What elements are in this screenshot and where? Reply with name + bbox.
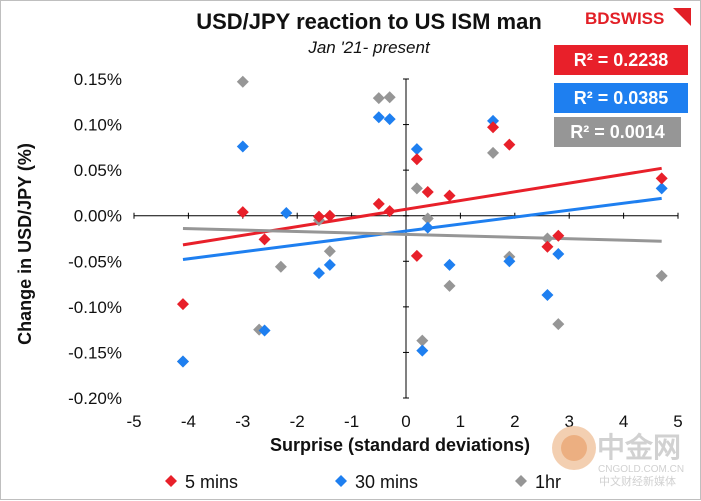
x-tick-label: 3 xyxy=(564,412,573,431)
data-point-5-mins xyxy=(323,209,336,222)
data-point-5-mins xyxy=(410,249,423,262)
data-point-30-mins xyxy=(372,111,385,124)
data-point-30-mins xyxy=(410,143,423,156)
data-point-5-mins xyxy=(312,210,325,223)
y-tick-label: 0.05% xyxy=(74,161,122,180)
y-axis-label: Change in USD/JPY (%) xyxy=(15,143,35,345)
data-point-1hr xyxy=(443,279,456,292)
watermark-coin-inner-icon xyxy=(561,435,587,461)
x-tick-label: -3 xyxy=(235,412,250,431)
data-point-1hr xyxy=(383,91,396,104)
data-point-1hr xyxy=(323,245,336,258)
y-tick-label: 0.00% xyxy=(74,207,122,226)
x-tick-label: 4 xyxy=(619,412,628,431)
data-point-1hr xyxy=(487,146,500,159)
watermark-sub-text: CNGOLD.COM.CN xyxy=(598,464,684,475)
legend-label-1hr: 1hr xyxy=(535,472,561,492)
data-point-30-mins xyxy=(443,258,456,271)
data-point-30-mins xyxy=(258,324,271,337)
y-tick-label: 0.15% xyxy=(74,70,122,89)
trendline-1hr xyxy=(182,226,662,243)
x-tick-label: -5 xyxy=(126,412,141,431)
chart-title: USD/JPY reaction to US ISM man xyxy=(196,9,542,34)
data-point-5-mins xyxy=(443,189,456,202)
data-point-30-mins xyxy=(236,140,249,153)
data-point-1hr xyxy=(410,182,423,195)
data-point-1hr xyxy=(541,232,554,245)
data-point-1hr xyxy=(416,334,429,347)
data-point-5-mins xyxy=(503,138,516,151)
data-point-5-mins xyxy=(655,172,668,185)
data-point-5-mins xyxy=(541,240,554,253)
data-point-30-mins xyxy=(655,182,668,195)
r2-box-5-mins xyxy=(554,45,688,75)
r2-label-30-mins: R² = 0.0385 xyxy=(574,88,669,108)
data-point-1hr xyxy=(421,212,434,225)
legend-marker-30-mins xyxy=(335,475,347,487)
data-point-5-mins xyxy=(383,205,396,218)
data-point-30-mins xyxy=(312,267,325,280)
y-tick-label: -0.15% xyxy=(68,343,122,362)
data-point-30-mins xyxy=(552,247,565,260)
x-tick-label: -4 xyxy=(181,412,196,431)
data-point-5-mins xyxy=(258,233,271,246)
y-tick-label: -0.20% xyxy=(68,389,122,408)
brand-name: BDSWISS xyxy=(585,9,664,28)
data-point-30-mins xyxy=(323,258,336,271)
brand-logo: BDSWISS xyxy=(585,8,691,28)
x-tick-label: 1 xyxy=(456,412,465,431)
r2-label-1hr: R² = 0.0014 xyxy=(570,122,665,142)
r2-label-5-mins: R² = 0.2238 xyxy=(574,50,669,70)
data-point-30-mins xyxy=(280,206,293,219)
r2-box-1hr xyxy=(554,117,681,147)
legend-marker-5-mins xyxy=(165,475,177,487)
data-point-5-mins xyxy=(487,121,500,134)
y-tick-label: -0.10% xyxy=(68,298,122,317)
data-point-1hr xyxy=(372,92,385,105)
data-point-30-mins xyxy=(487,114,500,127)
data-point-5-mins xyxy=(176,298,189,311)
r2-box-30-mins xyxy=(554,83,688,113)
legend-label-5-mins: 5 mins xyxy=(185,472,238,492)
data-point-5-mins xyxy=(552,229,565,242)
data-point-5-mins xyxy=(236,206,249,219)
trendline-5-mins xyxy=(182,166,662,247)
x-axis-label: Surprise (standard deviations) xyxy=(270,435,530,455)
x-tick-label: -2 xyxy=(290,412,305,431)
data-point-30-mins xyxy=(383,113,396,126)
chart-subtitle: Jan '21- present xyxy=(307,38,431,57)
data-point-1hr xyxy=(274,260,287,273)
x-tick-label: 0 xyxy=(401,412,410,431)
data-point-30-mins xyxy=(503,255,516,268)
data-point-5-mins xyxy=(421,186,434,199)
data-point-30-mins xyxy=(421,221,434,234)
data-point-1hr xyxy=(552,318,565,331)
x-tick-label: 2 xyxy=(510,412,519,431)
x-tick-label: -1 xyxy=(344,412,359,431)
watermark-footer-text: 中文财经新媒体 xyxy=(599,474,676,488)
data-point-30-mins xyxy=(176,355,189,368)
brand-corner-icon xyxy=(673,8,691,26)
data-point-30-mins xyxy=(416,344,429,357)
x-tick-label: 5 xyxy=(673,412,682,431)
watermark-logo-text: 中金网 xyxy=(597,431,681,463)
trendline-30-mins xyxy=(182,196,662,261)
legend: 5 mins 30 mins 1hr xyxy=(165,472,561,492)
data-point-30-mins xyxy=(541,289,554,302)
y-tick-label: -0.05% xyxy=(68,252,122,271)
legend-marker-1hr xyxy=(515,475,527,487)
data-point-5-mins xyxy=(372,197,385,210)
legend-label-30-mins: 30 mins xyxy=(355,472,418,492)
y-tick-label: 0.10% xyxy=(74,116,122,135)
data-point-5-mins xyxy=(410,153,423,166)
data-point-1hr xyxy=(236,75,249,88)
watermark: 中金网 CNGOLD.COM.CN 中文财经新媒体 xyxy=(552,426,684,488)
data-point-1hr xyxy=(655,269,668,282)
